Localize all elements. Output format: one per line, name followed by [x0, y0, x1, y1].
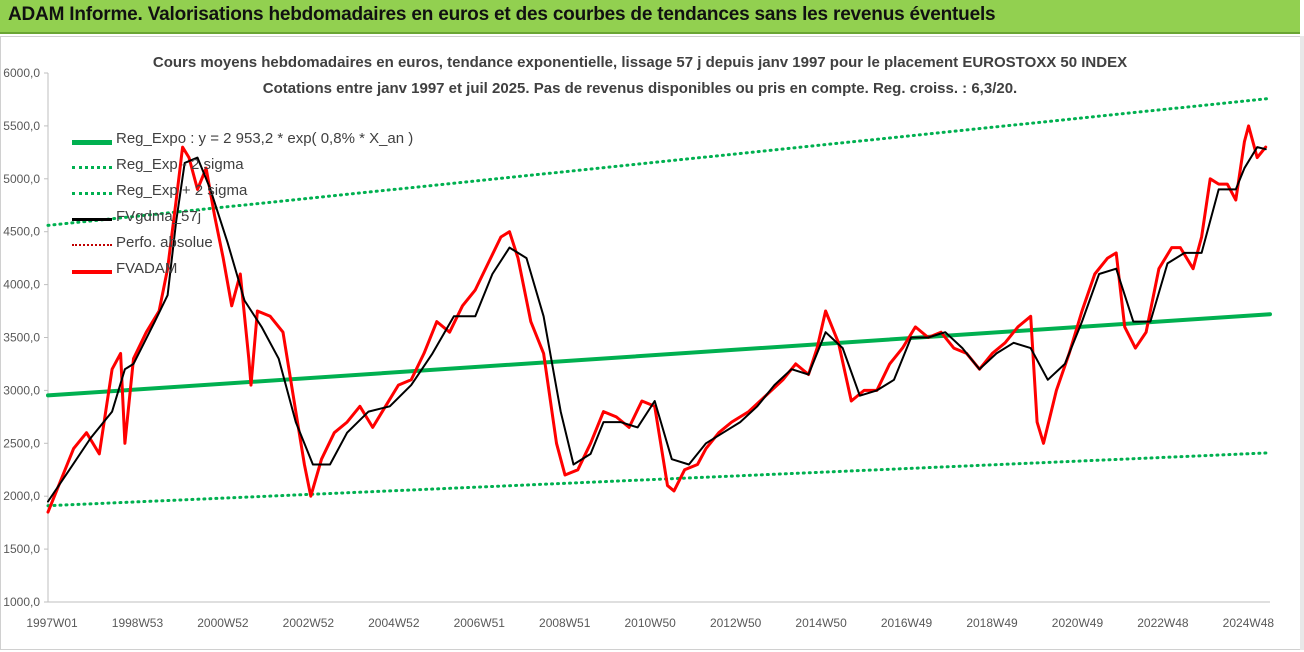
series-fvadam	[46, 124, 1268, 514]
legend-swatch-perfo	[72, 244, 112, 246]
legend-label-perfo: Perfo. absolue	[116, 234, 213, 251]
y-tick-label: 5500,0	[3, 119, 40, 133]
series-reg-exp-plus-2sigma	[46, 96, 1272, 227]
chart-legend: Reg_Expo : y = 2 953,2 * exp( 0,8% * X_a…	[72, 128, 432, 284]
legend-swatch-reg-expo	[72, 140, 112, 145]
legend-swatch-sigma-plus	[72, 192, 112, 195]
legend-label-fvadam: FVADAM	[116, 260, 178, 277]
y-tick-label: 1000,0	[3, 595, 40, 609]
series-reg-exp-minus-2sigma	[46, 451, 1272, 508]
y-tick-labels: 6000,0 5500,0 5000,0 4500,0 4000,0 3500,0 3000…	[3, 66, 48, 609]
legend-item-reg-expo: Reg_Expo : y = 2 953,2 * exp( 0,8% * X_a…	[72, 128, 432, 154]
y-tick-label: 4500,0	[3, 225, 40, 239]
x-tick-label: 2010W50	[624, 616, 676, 630]
y-tick-label: 2500,0	[3, 436, 40, 450]
legend-swatch-sigma-minus	[72, 166, 112, 169]
legend-item-sigma-minus: Reg_Exp - 2 sigma	[72, 154, 432, 180]
series-reg-expo	[46, 312, 1272, 398]
x-tick-label: 2004W52	[368, 616, 420, 630]
chart-series	[46, 96, 1272, 514]
y-tick-label: 3500,0	[3, 331, 40, 345]
legend-item-sigma-plus: Reg_Exp + 2 sigma	[72, 180, 432, 206]
header-title: ADAM Informe. Valorisations hebdomadaire…	[8, 4, 996, 25]
chart-subtitle: Cotations entre janv 1997 et juil 2025. …	[262, 80, 1018, 97]
vertical-scrollbar[interactable]	[1300, 36, 1304, 650]
legend-label-sigma-plus: Reg_Exp + 2 sigma	[116, 182, 248, 199]
x-tick-label: 1998W53	[112, 616, 164, 630]
y-tick-label: 2000,0	[3, 489, 40, 503]
legend-swatch-fvadam	[72, 270, 112, 274]
header-banner: ADAM Informe. Valorisations hebdomadaire…	[0, 0, 1300, 34]
chart-title: Cours moyens hebdomadaires en euros, ten…	[152, 54, 1128, 71]
legend-label-sigma-minus: Reg_Exp - 2 sigma	[116, 156, 244, 173]
y-tick-label: 5000,0	[3, 172, 40, 186]
legend-item-fvadam: FVADAM	[72, 258, 432, 284]
legend-item-perfo: Perfo. absolue	[72, 232, 432, 258]
y-tick-label: 1500,0	[3, 542, 40, 556]
y-tick-label: 6000,0	[3, 66, 40, 80]
x-tick-label: 2014W50	[795, 616, 847, 630]
x-tick-label: 2018W49	[966, 616, 1018, 630]
legend-label-fvgdma: FVgdma_57j	[116, 208, 202, 225]
x-tick-label: 2024W48	[1223, 616, 1275, 630]
x-tick-label: 2006W51	[454, 616, 506, 630]
x-tick-label: 2012W50	[710, 616, 762, 630]
x-tick-labels: 1997W01 1998W53 2000W52 2002W52 2004W52 2006W…	[26, 616, 1274, 630]
x-tick-label: 2022W48	[1137, 616, 1189, 630]
legend-swatch-fvgdma	[72, 218, 112, 221]
x-tick-label: 2020W49	[1052, 616, 1104, 630]
x-tick-label: 2008W51	[539, 616, 591, 630]
series-fvgdma-57j	[47, 146, 1267, 503]
x-tick-label: 2000W52	[197, 616, 249, 630]
legend-label-reg-expo: Reg_Expo : y = 2 953,2 * exp( 0,8% * X_a…	[116, 130, 414, 147]
y-tick-label: 3000,0	[3, 383, 40, 397]
x-tick-label: 2016W49	[881, 616, 933, 630]
x-tick-label: 2002W52	[283, 616, 335, 630]
x-tick-label: 1997W01	[26, 616, 78, 630]
legend-item-fvgdma: FVgdma_57j	[72, 206, 432, 232]
y-tick-label: 4000,0	[3, 278, 40, 292]
